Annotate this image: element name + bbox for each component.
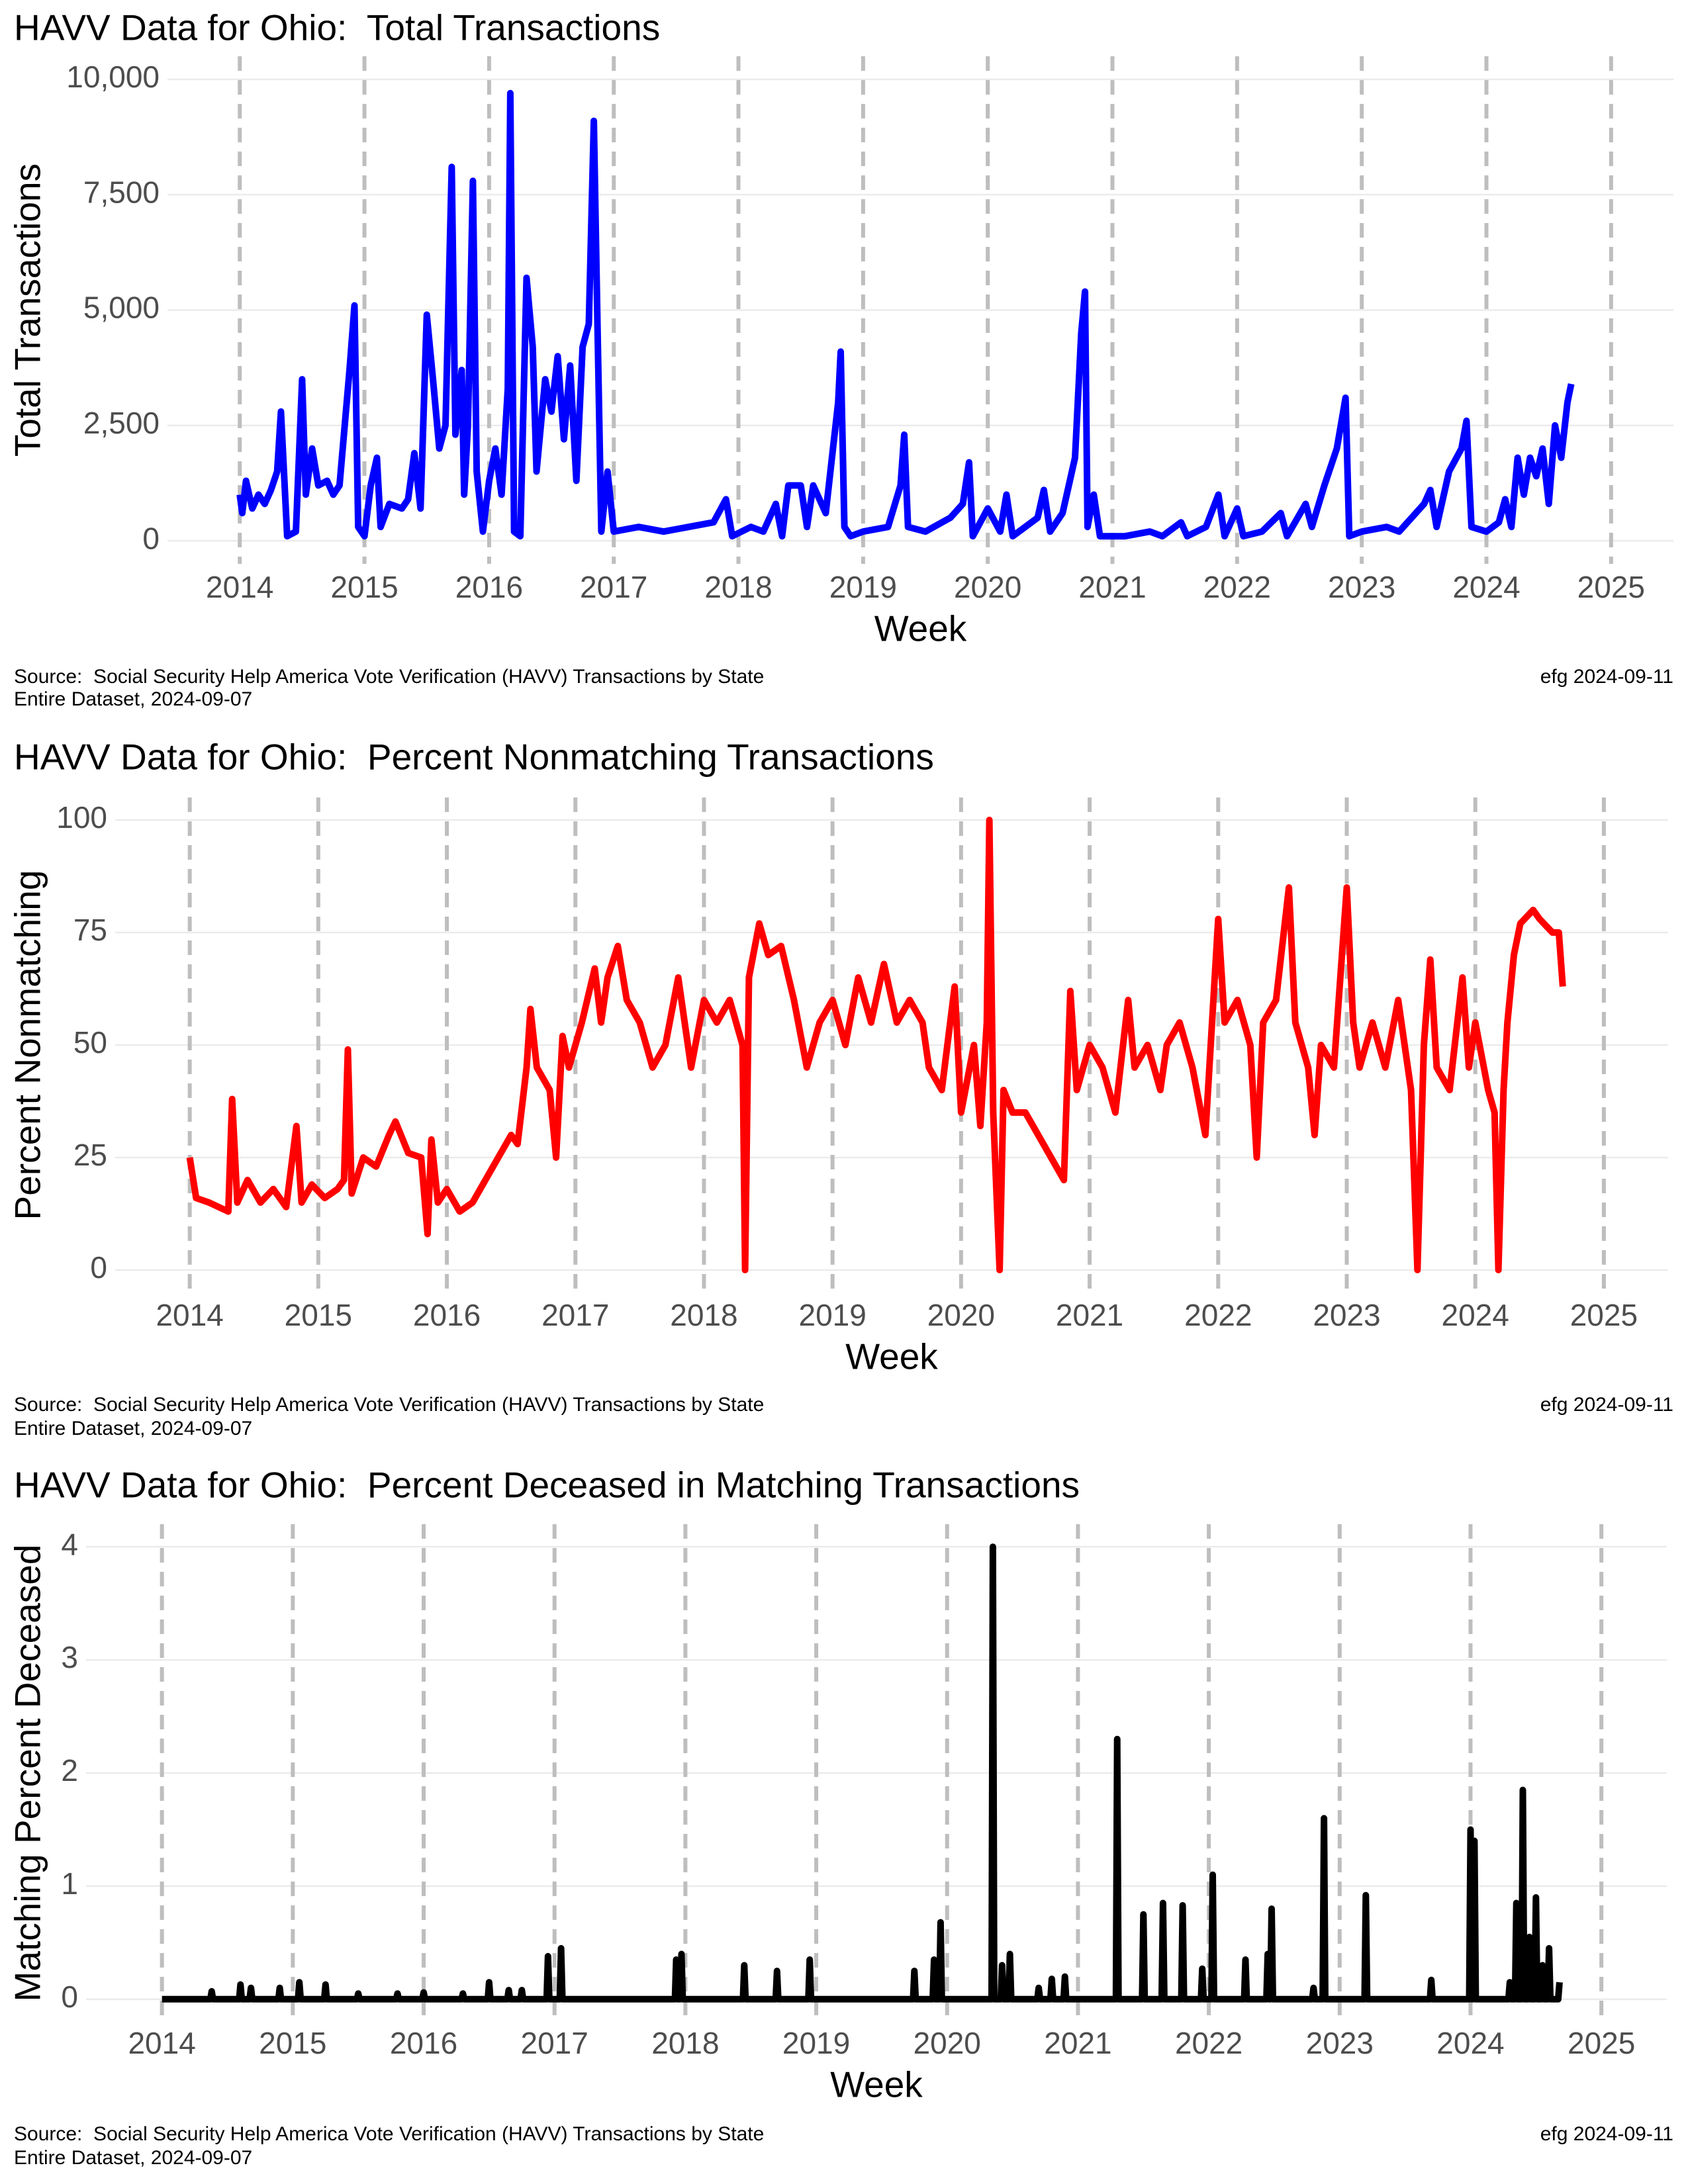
x-tick-label: 2017 — [580, 570, 647, 604]
x-tick-label: 2020 — [954, 570, 1021, 604]
caption-source: Source: Social Security Help America Vot… — [14, 666, 764, 688]
y-tick-label: 100 — [56, 800, 107, 835]
x-tick-label: 2023 — [1328, 570, 1395, 604]
x-tick-label: 2016 — [390, 2026, 457, 2060]
y-tick-label: 2,500 — [83, 406, 160, 440]
x-tick-label: 2015 — [330, 570, 398, 604]
caption-credit: efg 2024-09-11 — [1540, 2123, 1673, 2145]
y-tick-label: 4 — [61, 1527, 78, 1561]
chart-title: HAVV Data for Ohio: Percent Deceased in … — [14, 1465, 1080, 1506]
caption-dataset: Entire Dataset, 2024-09-07 — [14, 688, 252, 710]
data-line — [186, 817, 1566, 1273]
caption-dataset: Entire Dataset, 2024-09-07 — [14, 2147, 252, 2169]
caption-source: Source: Social Security Help America Vot… — [14, 1394, 764, 1416]
x-tick-label: 2025 — [1568, 2026, 1635, 2060]
x-tick-label: 2019 — [798, 1298, 866, 1332]
x-tick-label: 2022 — [1175, 2026, 1243, 2060]
x-axis-title: Week — [830, 2064, 923, 2105]
y-tick-label: 10,000 — [66, 60, 160, 94]
x-tick-label: 2014 — [156, 1298, 223, 1332]
x-tick-label: 2021 — [1078, 570, 1146, 604]
y-tick-label: 7,500 — [83, 175, 160, 209]
x-tick-label: 2018 — [670, 1298, 737, 1332]
x-axis-title: Week — [845, 1336, 938, 1377]
x-tick-label: 2017 — [541, 1298, 609, 1332]
caption-dataset: Entire Dataset, 2024-09-07 — [14, 1418, 252, 1439]
data-line — [236, 89, 1575, 540]
y-tick-label: 1 — [61, 1866, 78, 1901]
chart-title: HAVV Data for Ohio: Total Transactions — [14, 7, 660, 48]
x-tick-label: 2025 — [1577, 570, 1645, 604]
x-tick-label: 2018 — [704, 570, 772, 604]
caption-source: Source: Social Security Help America Vot… — [14, 2123, 764, 2145]
x-tick-label: 2015 — [259, 2026, 326, 2060]
y-tick-label: 0 — [90, 1250, 107, 1285]
x-tick-label: 2022 — [1184, 1298, 1252, 1332]
y-tick-label: 25 — [73, 1138, 107, 1172]
y-axis-title: Percent Nonmatching — [7, 870, 48, 1220]
caption-credit: efg 2024-09-11 — [1540, 1394, 1673, 1416]
x-tick-label: 2020 — [927, 1298, 995, 1332]
x-tick-label: 2014 — [128, 2026, 195, 2060]
x-tick-label: 2025 — [1570, 1298, 1638, 1332]
y-tick-label: 3 — [61, 1640, 78, 1674]
y-axis-title: Matching Percent Deceased — [7, 1545, 48, 2002]
x-axis-title: Week — [874, 608, 967, 649]
x-tick-label: 2016 — [413, 1298, 481, 1332]
x-tick-label: 2016 — [455, 570, 523, 604]
x-tick-label: 2024 — [1452, 570, 1520, 604]
y-tick-label: 75 — [73, 913, 107, 947]
x-tick-label: 2020 — [914, 2026, 981, 2060]
data-line — [162, 1543, 1563, 2003]
caption-credit: efg 2024-09-11 — [1540, 666, 1673, 688]
x-tick-label: 2021 — [1056, 1298, 1123, 1332]
x-tick-label: 2014 — [206, 570, 273, 604]
x-tick-label: 2023 — [1306, 2026, 1374, 2060]
y-tick-label: 0 — [61, 1979, 78, 2014]
x-tick-label: 2024 — [1442, 1298, 1509, 1332]
y-tick-label: 5,000 — [83, 291, 160, 325]
y-tick-label: 2 — [61, 1753, 78, 1788]
x-tick-label: 2018 — [651, 2026, 719, 2060]
x-tick-label: 2021 — [1044, 2026, 1111, 2060]
x-tick-label: 2017 — [521, 2026, 588, 2060]
y-axis-title: Total Transactions — [7, 163, 48, 457]
x-tick-label: 2019 — [782, 2026, 850, 2060]
x-tick-label: 2024 — [1436, 2026, 1504, 2060]
y-tick-label: 50 — [73, 1025, 107, 1060]
x-tick-label: 2015 — [285, 1298, 352, 1332]
x-tick-label: 2023 — [1313, 1298, 1380, 1332]
x-tick-label: 2019 — [829, 570, 897, 604]
x-tick-label: 2022 — [1203, 570, 1271, 604]
chart-title: HAVV Data for Ohio: Percent Nonmatching … — [14, 737, 934, 778]
y-tick-label: 0 — [142, 521, 160, 555]
